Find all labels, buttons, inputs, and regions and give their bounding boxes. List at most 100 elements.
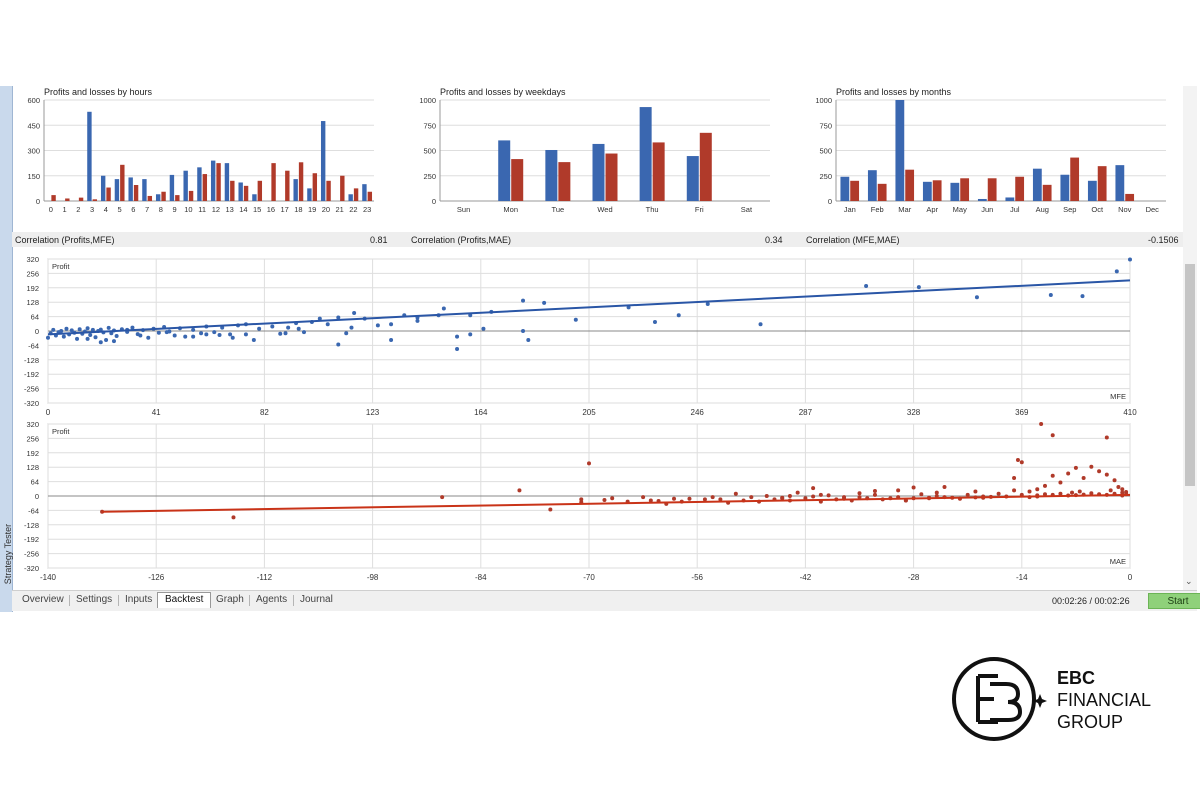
data-point <box>1070 490 1075 495</box>
data-point <box>51 327 56 332</box>
loss-bar <box>987 178 997 201</box>
data-point <box>257 326 262 331</box>
data-point <box>1120 487 1125 492</box>
y-tick-label: 64 <box>31 478 39 487</box>
tab-overview[interactable]: Overview <box>22 594 64 605</box>
data-point <box>587 461 591 466</box>
x-tick-label: 410 <box>1123 408 1137 417</box>
data-point <box>1019 460 1024 465</box>
profit-bar <box>498 140 511 201</box>
y-tick-label: 1000 <box>815 96 832 105</box>
x-tick-label: Thu <box>646 205 659 214</box>
data-point <box>1080 294 1085 299</box>
data-point <box>1081 476 1086 480</box>
tester-tab-bar: Overview Settings Inputs Backtest Graph … <box>12 590 1200 611</box>
tab-settings[interactable]: Settings <box>76 594 113 605</box>
loss-bar <box>92 199 98 201</box>
data-point <box>212 330 217 335</box>
x-tick-label: -70 <box>583 573 595 582</box>
tab-backtest[interactable]: Backtest <box>157 592 212 608</box>
data-point <box>548 507 553 512</box>
data-point <box>780 496 785 501</box>
y-tick-label: 750 <box>819 121 832 130</box>
data-point <box>842 495 847 500</box>
profit-bar <box>1115 165 1125 201</box>
profit-bar <box>128 177 133 201</box>
data-point <box>286 325 291 330</box>
data-point <box>90 327 95 332</box>
x-tick-label: Feb <box>871 205 884 214</box>
data-point <box>1089 491 1094 496</box>
y-tick-label: -128 <box>24 521 39 530</box>
profit-bar <box>183 170 188 201</box>
loss-bar <box>133 185 139 201</box>
tab-agents[interactable]: Agents <box>256 594 288 605</box>
data-point <box>204 332 209 337</box>
start-button[interactable]: Start <box>1148 593 1200 609</box>
chart-title: Profits and losses by months <box>836 87 952 97</box>
data-point <box>296 326 301 331</box>
data-point <box>864 284 869 288</box>
data-point <box>455 334 460 339</box>
profit-bar <box>210 160 216 201</box>
data-point <box>1112 478 1117 483</box>
y-tick-label: 320 <box>26 255 39 264</box>
data-point <box>1097 469 1102 474</box>
loss-bar <box>699 132 712 201</box>
data-point <box>811 486 816 491</box>
data-point <box>98 340 103 345</box>
tab-graph[interactable]: Graph <box>216 594 244 605</box>
data-point <box>974 295 979 300</box>
y-tick-label: 450 <box>27 121 40 130</box>
y-tick-label: 500 <box>423 147 436 156</box>
x-tick-label: 41 <box>152 408 161 417</box>
data-point <box>826 493 831 498</box>
data-point <box>648 498 653 503</box>
scrollbar-thumb[interactable] <box>1185 264 1195 486</box>
data-point <box>934 494 939 498</box>
y-tick-label: 0 <box>35 492 39 501</box>
data-point <box>230 335 235 340</box>
strategy-tester-side-panel[interactable] <box>0 86 13 612</box>
y-tick-label: 0 <box>828 197 832 206</box>
ebc-logo: EBC FINANCIAL GROUP <box>952 657 1151 741</box>
data-point <box>916 285 921 290</box>
x-tick-label: 3 <box>90 205 94 214</box>
x-tick-label: 15 <box>253 205 261 214</box>
data-point <box>641 495 646 500</box>
x-tick-label: 4 <box>104 205 108 214</box>
profit-bar <box>320 121 326 201</box>
data-point <box>349 325 354 330</box>
data-point <box>811 494 816 499</box>
data-point <box>325 322 330 327</box>
data-point <box>973 489 978 494</box>
profit-bar <box>1087 180 1097 201</box>
profit-bar <box>1032 168 1042 201</box>
y-tick-label: 128 <box>26 463 39 472</box>
data-point <box>1035 487 1040 492</box>
loss-bar <box>161 191 166 201</box>
scroll-down-icon[interactable]: ⌄ <box>1185 576 1193 586</box>
loss-bar <box>65 198 70 201</box>
tab-journal[interactable]: Journal <box>300 594 333 605</box>
y-tick-label: 250 <box>423 172 436 181</box>
x-tick-label: 10 <box>184 205 192 214</box>
loss-bar <box>51 195 56 201</box>
vertical-scrollbar[interactable]: ⌄ <box>1183 86 1197 590</box>
loss-bar <box>605 153 618 201</box>
data-point <box>278 331 283 336</box>
data-point <box>818 492 823 497</box>
y-tick-label: 300 <box>27 147 40 156</box>
data-point <box>146 335 151 340</box>
data-point <box>191 327 196 332</box>
data-point <box>130 325 135 330</box>
trend-line <box>102 493 1131 513</box>
tab-inputs[interactable]: Inputs <box>125 594 153 605</box>
data-point <box>749 495 754 500</box>
x-tick-label: Aug <box>1036 205 1049 214</box>
data-point <box>1089 464 1094 469</box>
data-point <box>375 323 380 328</box>
data-point <box>521 329 526 333</box>
data-point <box>104 338 109 342</box>
x-tick-label: 205 <box>582 408 596 417</box>
